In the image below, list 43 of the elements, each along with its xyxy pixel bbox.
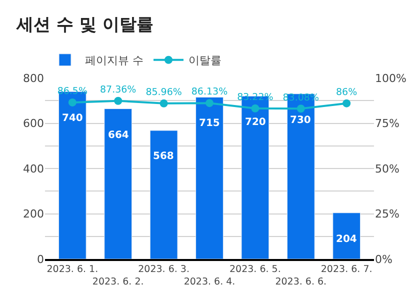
x-tick-label: 2023. 6. 7. [320, 264, 372, 276]
point [342, 99, 351, 108]
point [160, 99, 168, 108]
point [68, 98, 76, 106]
point [251, 104, 260, 112]
legend-label: 이탈률 [188, 54, 222, 68]
point [206, 99, 214, 108]
bar [196, 96, 224, 259]
point [114, 96, 122, 105]
chart-title: 세션 수 및 이탈률 [16, 14, 154, 35]
x-tick-label: 2023. 6. 6. [275, 276, 327, 288]
x-tick-label: 2023. 6. 3. [138, 264, 190, 276]
x-tick-label: 2023. 6. 4. [184, 276, 236, 288]
data-label: 740 [62, 113, 83, 124]
data-label: 715 [199, 118, 220, 129]
data-label: 86.5% [57, 86, 88, 98]
point [296, 104, 305, 113]
bar [104, 108, 132, 259]
data-label: 664 [108, 130, 129, 141]
data-label: 86.13% [191, 86, 228, 98]
x-tick-label: 2023. 6. 5. [230, 264, 281, 276]
y-tick-label: 200 [23, 208, 44, 221]
y-tick-label: 400 [23, 162, 44, 176]
bar [332, 212, 361, 259]
y2-tick-label: 100% [375, 72, 406, 85]
bar [150, 130, 178, 259]
data-label: 730 [290, 115, 311, 126]
y-tick-label: 800 [23, 72, 44, 85]
x-tick-label: 2023. 6. 1. [46, 264, 98, 276]
data-label: 720 [245, 117, 266, 128]
data-label: 85.96% [146, 87, 182, 98]
data-label: 204 [336, 234, 357, 245]
y-tick-label: 600 [23, 117, 44, 130]
y2-tick-label: 0% [375, 252, 392, 266]
data-label: 568 [153, 151, 174, 162]
x-tick-label: 2023. 6. 2. [92, 276, 144, 288]
y-tick-label: 0 [37, 252, 44, 266]
y2-tick-label: 25% [375, 208, 400, 221]
data-label: 87.36% [100, 84, 136, 96]
y2-tick-label: 75% [375, 117, 400, 130]
data-label: 86% [336, 86, 358, 98]
y2-tick-label: 50% [375, 162, 400, 176]
legend-label: 페이지뷰 수 [85, 54, 144, 68]
